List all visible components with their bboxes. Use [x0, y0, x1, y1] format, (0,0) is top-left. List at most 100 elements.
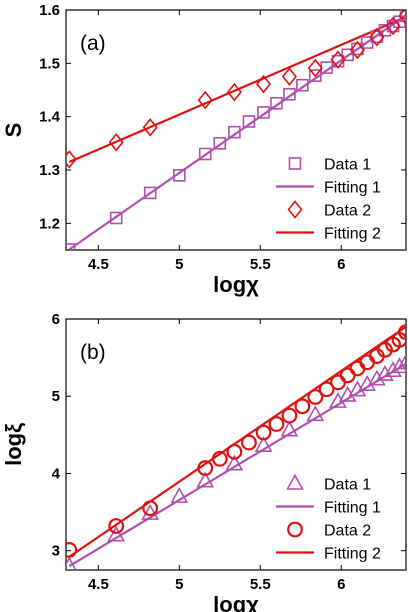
y-tick-label: 1.2 — [39, 215, 60, 232]
legend-item: Data 1 — [286, 473, 371, 494]
x-axis-label: logχ — [213, 592, 259, 612]
x-tick-label: 5.5 — [250, 576, 271, 593]
legend-label: Data 1 — [324, 157, 371, 174]
data-point-data-2 — [142, 500, 159, 517]
data-point-data-1 — [367, 369, 386, 386]
data-point-data-1 — [173, 169, 186, 182]
data-point-data-2 — [255, 424, 272, 441]
legend-item: Fitting 1 — [276, 500, 381, 517]
panel-label: (a) — [80, 32, 106, 55]
data-point-data-2 — [349, 40, 365, 60]
data-point-data-2 — [307, 58, 323, 78]
data-point-data-2 — [142, 118, 158, 137]
x-tick-label: 4.5 — [88, 256, 109, 273]
data-point-data-1 — [309, 69, 322, 82]
data-point-data-2 — [385, 16, 401, 36]
data-point-data-1 — [225, 454, 244, 471]
data-point-data-1 — [242, 115, 256, 128]
data-point-data-2 — [226, 82, 242, 102]
data-point-data-2 — [281, 67, 297, 86]
y-tick-label: 1.6 — [39, 2, 60, 19]
legend-label: Fitting 1 — [324, 500, 381, 517]
legend-marker-swatch — [287, 200, 303, 219]
legend-item: Fitting 2 — [276, 226, 381, 243]
series-line-fitting-1 — [68, 14, 406, 250]
data-point-data-1 — [228, 125, 241, 139]
y-tick-label: 1.3 — [39, 162, 60, 179]
data-point-data-1 — [170, 486, 189, 503]
x-tick-label: 6 — [337, 256, 345, 273]
data-point-data-1 — [296, 78, 309, 92]
data-point-data-2 — [226, 443, 243, 460]
series-line-fitting-2 — [68, 325, 406, 558]
data-point-data-1 — [390, 357, 406, 374]
data-point-data-1 — [376, 364, 394, 381]
legend-marker-swatch — [288, 157, 302, 170]
series-line-fitting-2 — [68, 15, 406, 164]
x-tick-label: 5.5 — [250, 256, 271, 273]
data-point-data-2 — [241, 434, 257, 451]
data-point-data-1 — [280, 420, 299, 437]
y-tick-label: 1.4 — [39, 109, 61, 126]
data-point-data-2 — [66, 542, 78, 558]
series-line-fitting-1 — [68, 362, 406, 568]
data-point-data-2 — [294, 398, 311, 415]
data-point-data-1 — [143, 186, 157, 200]
legend-label: Fitting 2 — [324, 226, 381, 243]
data-point-data-1 — [109, 211, 123, 225]
x-tick-label: 4.5 — [88, 576, 109, 593]
data-point-data-1 — [306, 405, 325, 422]
chart-panel-a: 4.5 5 5.5 6 1.2 1.3 1.4 1.5 1.6 logχ S (a) Data 1 Fit… — [1, 2, 407, 297]
data-point-data-2 — [255, 74, 272, 94]
y-axis-label: logξ — [1, 423, 26, 466]
x-tick-label: 5 — [175, 576, 183, 593]
legend-label: Data 1 — [324, 477, 371, 494]
data-point-data-1 — [270, 97, 283, 110]
legend-label: Fitting 1 — [324, 180, 381, 197]
data-point-data-1 — [107, 525, 126, 542]
legend-item: Data 2 — [287, 521, 371, 540]
data-point-data-2 — [377, 341, 393, 358]
legend: Data 1 Fitting 1 Data 2 Fitting 2 — [276, 157, 381, 243]
data-point-data-2 — [318, 381, 335, 398]
data-point-data-2 — [281, 407, 298, 424]
legend-label: Data 2 — [324, 203, 371, 220]
data-point-data-2 — [398, 10, 406, 26]
plot-data — [66, 324, 406, 570]
legend-marker-swatch — [287, 521, 303, 538]
data-point-data-2 — [211, 450, 228, 467]
data-point-data-2 — [398, 324, 406, 341]
data-point-data-2 — [307, 389, 324, 405]
x-tick-label: 6 — [337, 576, 345, 593]
data-point-data-1 — [384, 361, 402, 378]
data-point-data-2 — [66, 150, 77, 169]
legend-item: Fitting 1 — [276, 180, 381, 197]
legend-item: Fitting 2 — [276, 546, 381, 563]
data-point-data-2 — [197, 460, 214, 476]
data-point-data-1 — [66, 243, 76, 250]
y-tick-label: 6 — [52, 311, 60, 328]
y-tick-label: 3 — [52, 543, 60, 560]
legend: Data 1 Fitting 1 Data 2 Fitting 2 — [276, 473, 381, 563]
plot-data — [66, 10, 406, 250]
data-point-data-1 — [257, 106, 270, 119]
data-point-data-1 — [283, 87, 296, 101]
legend-label: Data 2 — [324, 523, 371, 540]
data-point-data-2 — [369, 27, 385, 47]
x-tick-label: 5 — [175, 256, 183, 273]
y-tick-label: 4 — [52, 465, 61, 482]
data-point-data-2 — [330, 50, 346, 69]
y-tick-label: 5 — [52, 388, 60, 405]
legend-marker-swatch — [286, 473, 304, 490]
data-point-data-2 — [108, 132, 124, 152]
data-point-data-1 — [198, 147, 212, 161]
panel-label: (b) — [80, 341, 106, 364]
data-point-data-2 — [108, 518, 125, 534]
x-axis-label: logχ — [213, 272, 259, 297]
legend-item: Data 1 — [288, 157, 371, 174]
y-axis-label: S — [1, 123, 26, 138]
data-point-data-1 — [196, 471, 215, 488]
data-point-data-1 — [254, 436, 273, 452]
